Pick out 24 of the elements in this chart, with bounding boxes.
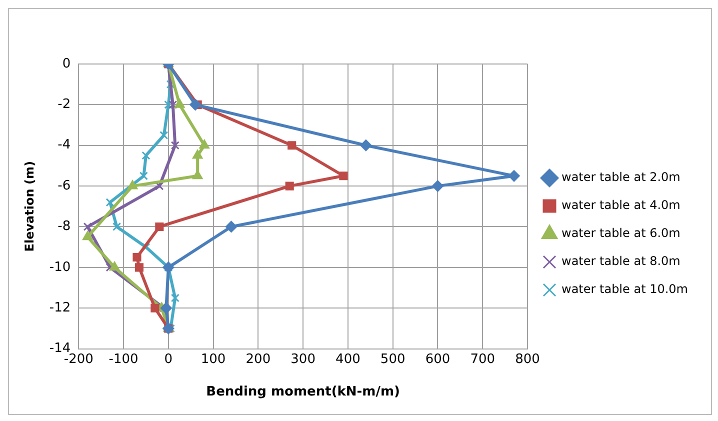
- x-tick-label: 400: [336, 352, 360, 367]
- legend-label: water table at 8.0m: [562, 254, 680, 268]
- legend-label: water table at 4.0m: [562, 198, 680, 212]
- y-tick-label: -4: [58, 138, 71, 153]
- y-tick-label: -2: [58, 97, 71, 112]
- y-tick-label: 0: [62, 56, 71, 72]
- legend-label: water table at 2.0m: [562, 170, 680, 184]
- y-tick-label: -12: [49, 300, 71, 316]
- x-tick-label: 700: [470, 352, 496, 367]
- x-tick-label: 100: [200, 352, 226, 367]
- legend-label: water table at 10.0m: [562, 282, 688, 296]
- y-axis-title: Elevation (m): [22, 161, 36, 252]
- x-tick-label: 600: [425, 352, 450, 367]
- x-tick-label: 0: [164, 352, 173, 367]
- x-axis-title: Bending moment(kN-m/m): [206, 384, 400, 400]
- x-tick-label: 300: [290, 352, 316, 367]
- x-tick-label: 200: [246, 352, 271, 367]
- x-tick-label: 800: [515, 352, 540, 367]
- legend-label: water table at 6.0m: [562, 226, 680, 240]
- x-tick-label: -100: [108, 352, 138, 367]
- y-tick-label: -6: [58, 178, 71, 194]
- y-tick-label: -10: [49, 260, 71, 275]
- x-tick-label: 500: [380, 352, 406, 367]
- y-tick-label: -8: [58, 219, 71, 234]
